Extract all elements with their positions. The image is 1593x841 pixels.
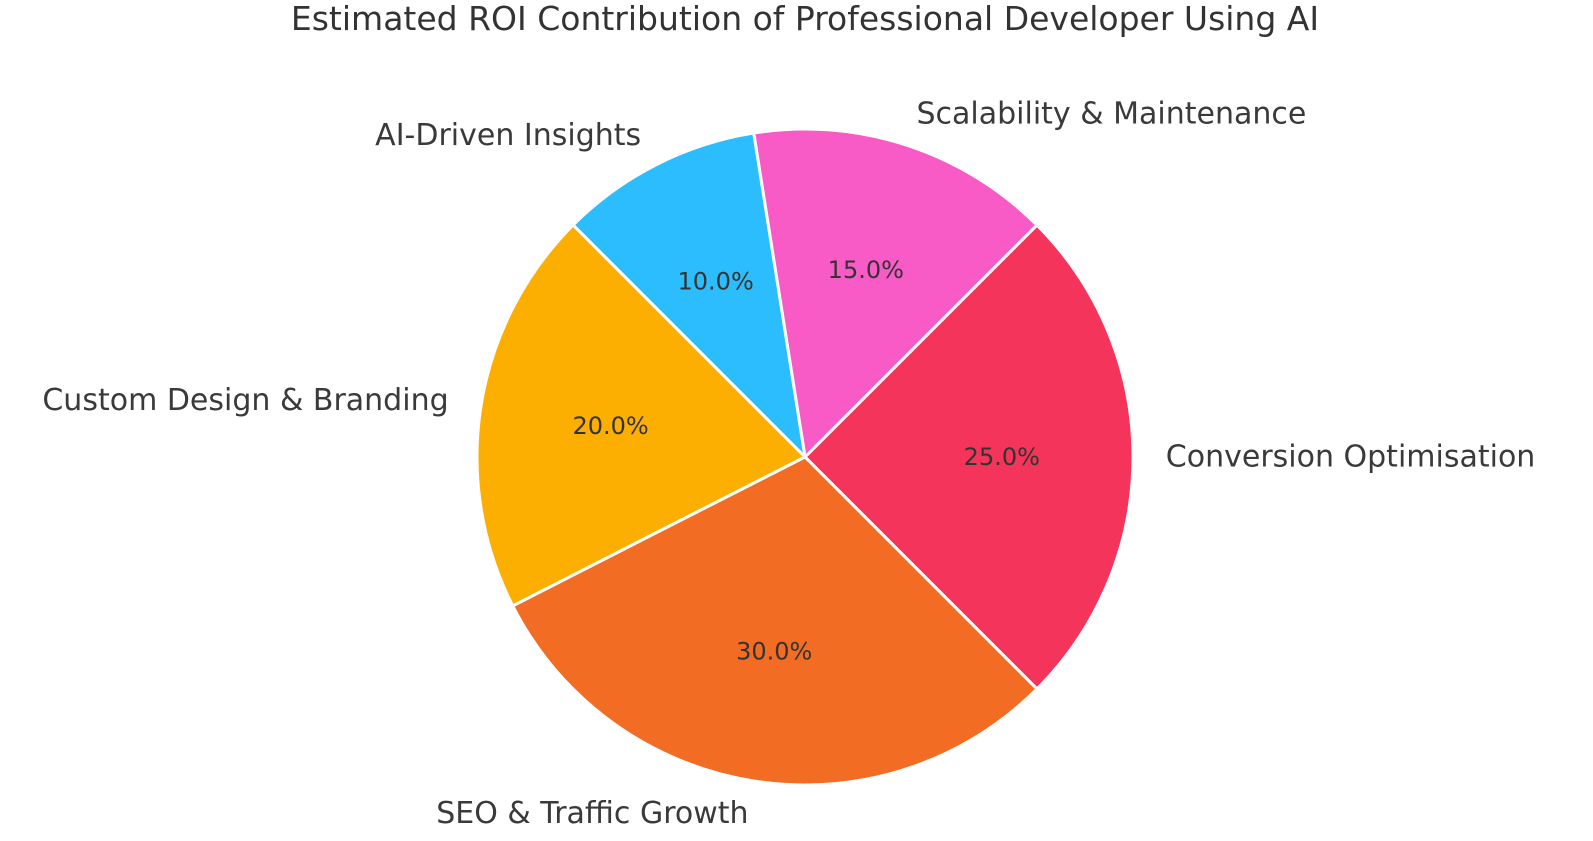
pie-category-label-seo-and-traffic-growth: SEO & Traffic Growth bbox=[436, 796, 748, 831]
pie-category-label-ai-driven-insights: AI-Driven Insights bbox=[375, 118, 641, 153]
pie-value-label-seo-and-traffic-growth: 30.0% bbox=[736, 637, 812, 665]
pie-value-label-custom-design-and-branding: 20.0% bbox=[572, 412, 648, 440]
pie-slice-ai-driven-insights bbox=[571, 131, 807, 459]
pie-slice-conversion-optimisation bbox=[803, 223, 1135, 691]
pie-slices bbox=[475, 127, 1135, 787]
pie-value-label-scalability-and-maintenance: 15.0% bbox=[828, 256, 904, 284]
pie-slice-seo-and-traffic-growth bbox=[511, 455, 1039, 787]
pie-category-label-custom-design-and-branding: Custom Design & Branding bbox=[42, 383, 448, 418]
chart-title: Estimated ROI Contribution of Profession… bbox=[291, 0, 1319, 38]
pie-slice-custom-design-and-branding bbox=[475, 223, 807, 608]
pie-category-label-scalability-and-maintenance: Scalability & Maintenance bbox=[916, 96, 1306, 131]
pie-value-label-ai-driven-insights: 10.0% bbox=[678, 268, 754, 296]
pie-labels: 25.0% Conversion Optimisation 15.0% Scalabi… bbox=[42, 96, 1536, 831]
pie-slice-scalability-and-maintenance bbox=[752, 127, 1039, 459]
pie-category-label-conversion-optimisation: Conversion Optimisation bbox=[1166, 440, 1536, 475]
pie-value-label-conversion-optimisation: 25.0% bbox=[964, 443, 1040, 471]
